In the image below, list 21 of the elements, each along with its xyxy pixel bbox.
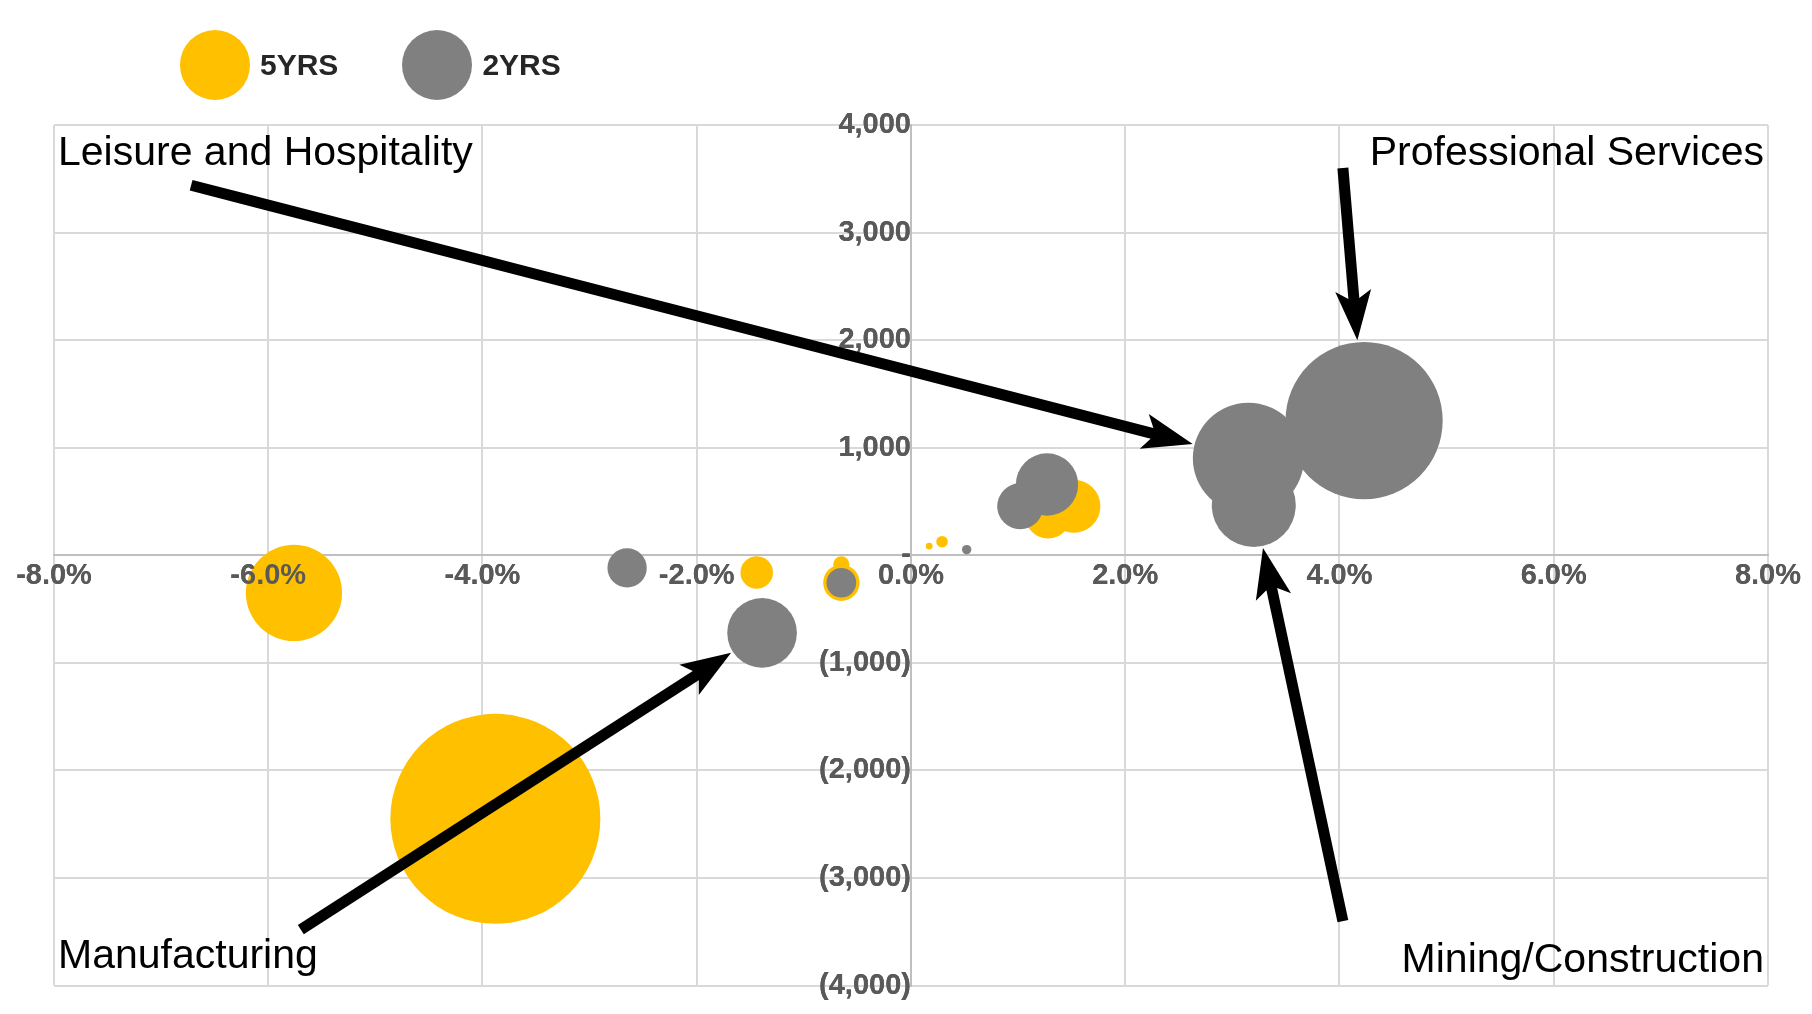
y-tick-label: 1,000 (838, 429, 911, 462)
legend-label: 5YRS (260, 48, 339, 82)
y-tick-label: 4,000 (838, 107, 911, 139)
x-tick-label: 6.0% (1520, 557, 1587, 590)
annotation: Manufacturing (58, 930, 318, 977)
legend-label: 2YRS (482, 48, 561, 82)
y-tick-label: (4,000) (819, 967, 911, 1000)
y-tick-label: (3,000) (819, 860, 911, 893)
x-tick-label: 8.0% (1734, 557, 1802, 590)
y-tick-label: 2,000 (838, 322, 911, 355)
y-tick-label: (2,000) (819, 752, 911, 785)
x-tick-label: 2.0% (1092, 557, 1159, 590)
x-tick-label: -4.0% (444, 557, 521, 590)
x-tick-label: -8.0% (16, 557, 93, 590)
x-tick-label: 4.0% (1306, 557, 1373, 590)
annotation: Professional Services (1369, 128, 1764, 174)
y-tick-label: 3,000 (838, 214, 911, 247)
x-tick-label: -2.0% (658, 557, 735, 590)
annotation: Leisure and Hospitality (58, 128, 474, 174)
y-tick-label: (1,000) (819, 644, 911, 677)
annotation: Mining/Construction (1401, 934, 1764, 981)
